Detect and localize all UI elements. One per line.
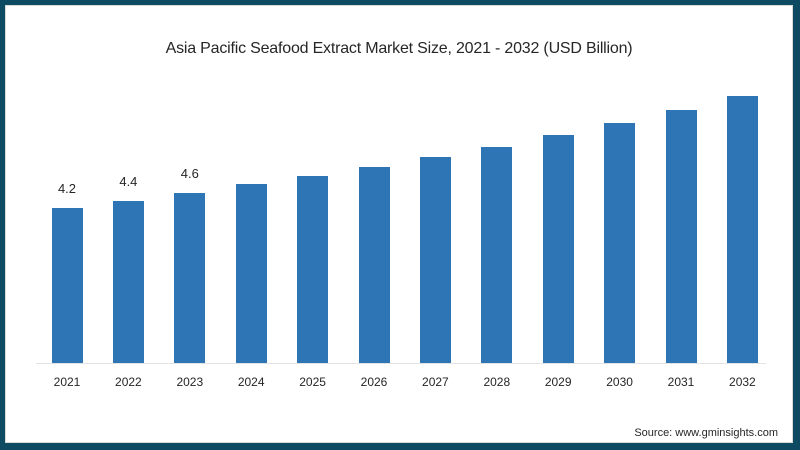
- x-tick-2028: 2028: [483, 375, 511, 389]
- bar-2025: [297, 175, 329, 363]
- bar-2031: [665, 109, 697, 363]
- x-tick-2021: 2021: [53, 375, 81, 389]
- data-label-2022: 4.4: [119, 173, 138, 189]
- bar-2023: [174, 193, 206, 363]
- source-note: Source: www.gminsights.com: [634, 427, 778, 439]
- bar-2021: [51, 208, 83, 363]
- plot-area: 4.2 2021 4.4 2022 4.6 2023 2024 2025 2026 2027 202…: [6, 6, 794, 444]
- bar-2024: [235, 184, 267, 363]
- x-tick-2030: 2030: [606, 375, 633, 389]
- x-tick-2029: 2029: [544, 375, 572, 389]
- x-tick-2032: 2032: [729, 375, 756, 389]
- bar-2028: [481, 147, 513, 363]
- x-tick-2025: 2025: [299, 375, 326, 389]
- chart-title: Asia Pacific Seafood Extract Market Size…: [165, 40, 633, 57]
- x-tick-2027: 2027: [422, 375, 449, 389]
- x-tick-2031: 2031: [667, 375, 695, 389]
- bar-2032: [726, 96, 758, 363]
- data-label-2021: 4.2: [57, 181, 77, 197]
- x-tick-2024: 2024: [237, 375, 265, 389]
- bar-2027: [419, 157, 451, 363]
- bar-2022: [112, 200, 144, 363]
- chart-frame: Asia Pacific Seafood Extract Market Size…: [5, 5, 793, 443]
- bar-2030: [604, 123, 636, 363]
- bar-2029: [542, 134, 574, 363]
- x-tick-2022: 2022: [115, 375, 142, 389]
- x-axis-line: [36, 363, 766, 364]
- data-label-2023: 4.6: [180, 166, 199, 182]
- x-tick-2023: 2023: [176, 375, 204, 389]
- x-tick-2026: 2026: [360, 375, 388, 389]
- bar-2026: [358, 167, 390, 363]
